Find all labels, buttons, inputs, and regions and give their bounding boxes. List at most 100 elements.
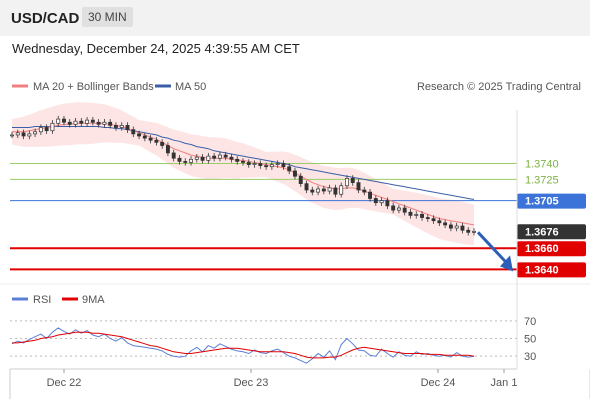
candle-body (246, 162, 251, 165)
candle-body (223, 154, 228, 158)
candle-body (160, 142, 165, 146)
candle-body (252, 163, 257, 165)
candle-body (391, 205, 396, 211)
candle-body (437, 220, 442, 224)
candle-body (321, 188, 326, 192)
candle-body (420, 214, 424, 218)
candle-body (454, 225, 459, 229)
candle-body (385, 200, 390, 207)
candle-body (67, 121, 72, 125)
candle-body (56, 118, 61, 124)
candle-body (189, 158, 193, 163)
candle-body (50, 122, 55, 132)
candle-body (21, 132, 26, 137)
timestamp: Wednesday, December 24, 2025 4:39:55 AM … (12, 41, 300, 56)
candle-body (79, 120, 84, 124)
x-tick-label: Dec 24 (421, 377, 456, 389)
level-label-1.3640: 1.3640 (525, 264, 559, 276)
candle-body (362, 189, 367, 193)
candle-body (443, 222, 448, 226)
candle-body (298, 175, 303, 184)
candle-body (10, 134, 14, 137)
candle-body (96, 121, 101, 125)
candle-body (472, 230, 476, 233)
candle-body (85, 119, 90, 124)
candle-body (264, 165, 269, 168)
candle-body (125, 125, 130, 130)
candle-body (287, 166, 292, 172)
x-tick-label: Dec 23 (234, 377, 269, 389)
level-label-1.3705: 1.3705 (525, 196, 559, 208)
candle-body (62, 118, 66, 123)
candle-body (148, 137, 153, 141)
candle-body (316, 188, 321, 193)
level-tag-1.3676 (517, 224, 586, 240)
x-tick-label: Dec 22 (47, 377, 82, 389)
candle-body (73, 120, 78, 125)
candle-body (142, 135, 147, 139)
level-label-1.3740: 1.3740 (525, 159, 559, 171)
candle-body (356, 182, 361, 191)
candle-body (108, 121, 113, 126)
credit-text: Research © 2025 Trading Central (417, 81, 581, 93)
rsi-level-label-30: 30 (524, 351, 536, 363)
candle-body (408, 211, 413, 216)
bollinger-band (12, 102, 474, 246)
candle-body (425, 217, 430, 219)
candle-body (194, 156, 199, 160)
candle-body (38, 127, 43, 133)
candle-body (396, 207, 401, 211)
candle-body (15, 132, 20, 136)
candle-body (206, 155, 211, 161)
timeframe-badge[interactable]: 30 MIN (82, 7, 133, 27)
rsi-legend-label: RSI (33, 294, 51, 306)
ma20-legend-label: MA 20 + Bollinger Bands (33, 81, 154, 93)
level-label-1.3676: 1.3676 (525, 226, 559, 238)
candle-body (171, 152, 176, 159)
candle-body (460, 225, 465, 231)
level-label-1.3660: 1.3660 (525, 243, 559, 255)
level-tag-1.3660 (517, 241, 586, 257)
candle-body (379, 200, 384, 204)
candle-body (293, 170, 297, 177)
candle-body (304, 183, 309, 191)
candle-body (414, 214, 419, 216)
candle-body (431, 218, 436, 222)
rsi-level-label-70: 70 (524, 316, 536, 328)
level-label-1.3725: 1.3725 (525, 174, 559, 186)
candle-body (44, 127, 49, 132)
forecast-arrow-head (500, 255, 513, 272)
candle-body (327, 187, 332, 192)
level-tag-1.3705 (517, 193, 586, 209)
candle-body (241, 161, 245, 163)
candle-body (235, 158, 240, 162)
candle-body (137, 133, 141, 137)
rsi-line (11, 327, 475, 364)
candle-body (373, 198, 378, 204)
level-tag-1.3640 (517, 262, 586, 278)
candle-body (339, 185, 344, 195)
header-bar: USD/CAD 30 MIN (0, 0, 590, 36)
symbol-title: USD/CAD (11, 10, 80, 27)
rsi-level-label-50: 50 (524, 334, 536, 346)
candle-body (350, 178, 355, 183)
candle-body (131, 129, 136, 135)
candle-body (275, 163, 280, 165)
candle-body (102, 121, 107, 125)
candle-body (333, 187, 338, 195)
candle-body (448, 224, 453, 229)
candle-body (200, 156, 205, 161)
candle-body (258, 163, 263, 166)
candle-body (165, 145, 170, 154)
candle-body (269, 164, 274, 168)
candle-body (368, 191, 373, 199)
rsi-ma-line (12, 331, 475, 359)
candle-body (113, 125, 118, 128)
forecast-arrow-shaft (476, 231, 511, 267)
rsi-ma-legend-label: 9MA (82, 294, 105, 306)
candle-body (229, 156, 234, 160)
candle-body (119, 125, 124, 128)
candle-body (33, 131, 38, 135)
x-tick-label: Jan 1 (491, 377, 518, 389)
